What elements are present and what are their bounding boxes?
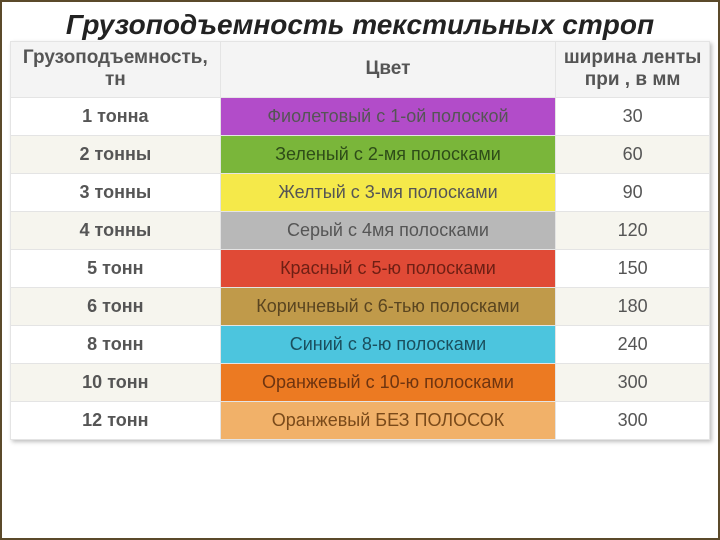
width-cell: 240 <box>556 325 710 363</box>
capacity-cell: 3 тонны <box>11 173 221 211</box>
page-frame: Грузоподъемность текстильных строп Грузо… <box>0 0 720 540</box>
color-swatch-cell: Зеленый с 2-мя полосками <box>220 135 556 173</box>
width-cell: 30 <box>556 97 710 135</box>
sling-capacity-table: Грузоподъемность,тн Цвет ширина лентыпри… <box>10 41 710 440</box>
width-cell: 180 <box>556 287 710 325</box>
table-row: 3 тонныЖелтый с 3-мя полосками90 <box>11 173 710 211</box>
table-row: 4 тонныСерый с 4мя полосками120 <box>11 211 710 249</box>
page-title: Грузоподъемность текстильных строп <box>8 10 712 41</box>
table-row: 1 тоннаФиолетовый с 1-ой полоской30 <box>11 97 710 135</box>
width-cell: 120 <box>556 211 710 249</box>
capacity-cell: 12 тонн <box>11 401 221 439</box>
col-header-capacity: Грузоподъемность,тн <box>11 41 221 97</box>
capacity-cell: 1 тонна <box>11 97 221 135</box>
table-row: 5 тоннКрасный с 5-ю полосками150 <box>11 249 710 287</box>
table-header-row: Грузоподъемность,тн Цвет ширина лентыпри… <box>11 41 710 97</box>
capacity-cell: 10 тонн <box>11 363 221 401</box>
col-header-color: Цвет <box>220 41 556 97</box>
color-swatch-cell: Фиолетовый с 1-ой полоской <box>220 97 556 135</box>
color-swatch-cell: Оранжевый с 10-ю полосками <box>220 363 556 401</box>
color-swatch-cell: Синий с 8-ю полосками <box>220 325 556 363</box>
table-row: 6 тоннКоричневый с 6-тью полосками180 <box>11 287 710 325</box>
width-cell: 60 <box>556 135 710 173</box>
table-row: 10 тоннОранжевый с 10-ю полосками300 <box>11 363 710 401</box>
width-cell: 90 <box>556 173 710 211</box>
color-swatch-cell: Желтый с 3-мя полосками <box>220 173 556 211</box>
capacity-cell: 5 тонн <box>11 249 221 287</box>
col-header-width: ширина лентыпри , в мм <box>556 41 710 97</box>
table-row: 2 тонныЗеленый с 2-мя полосками60 <box>11 135 710 173</box>
capacity-cell: 6 тонн <box>11 287 221 325</box>
color-swatch-cell: Оранжевый БЕЗ ПОЛОСОК <box>220 401 556 439</box>
capacity-cell: 8 тонн <box>11 325 221 363</box>
table-body: 1 тоннаФиолетовый с 1-ой полоской302 тон… <box>11 97 710 439</box>
table-row: 8 тоннСиний с 8-ю полосками240 <box>11 325 710 363</box>
color-swatch-cell: Коричневый с 6-тью полосками <box>220 287 556 325</box>
width-cell: 300 <box>556 401 710 439</box>
width-cell: 150 <box>556 249 710 287</box>
color-swatch-cell: Серый с 4мя полосками <box>220 211 556 249</box>
capacity-cell: 2 тонны <box>11 135 221 173</box>
color-swatch-cell: Красный с 5-ю полосками <box>220 249 556 287</box>
table-row: 12 тоннОранжевый БЕЗ ПОЛОСОК300 <box>11 401 710 439</box>
width-cell: 300 <box>556 363 710 401</box>
capacity-cell: 4 тонны <box>11 211 221 249</box>
